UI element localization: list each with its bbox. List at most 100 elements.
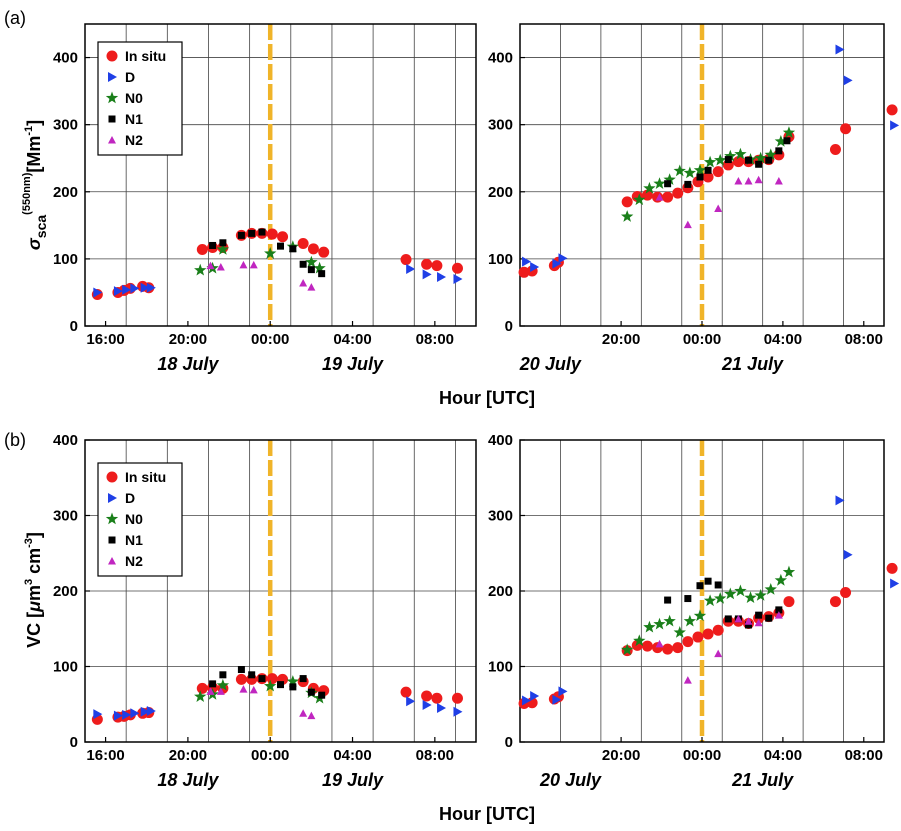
plot-a-right: 0 100 200 300 400 20:00 00:00 04:00 08:00 20 July… [488,23,900,374]
panel-a-ylabel-sup: (550nm) [21,172,33,215]
panel-a-ylabel-unit: [Mm [24,136,44,173]
b-right-series-d [522,495,900,706]
a-left-point-in-situ [307,243,319,255]
b-right-point-d [843,549,853,560]
a-right-point-d [843,75,853,86]
a-left-point-n0 [216,242,230,255]
b-left-point-n2 [249,685,258,694]
a-left-series-n1 [209,228,326,278]
b-right-point-n1 [745,621,753,629]
a-left-xtick-label: 16:00 [86,331,124,348]
a-left-point-n2 [216,262,225,271]
a-right-point-n0 [764,148,777,161]
b-right-point-n0 [693,609,707,622]
b-right-point-in-situ [641,640,653,652]
b-right-point-n1 [775,606,783,614]
a-right-point-d [530,261,540,272]
b-right-point-n2 [774,611,783,619]
panel-a-ylabel-unit-sup: -1 [23,126,35,136]
a-right-point-in-situ [840,123,852,135]
a-right-point-n1 [684,180,692,188]
b-left-point-d [437,703,447,714]
a-right-date-label: 20 July [519,354,582,374]
b-left-point-in-situ [235,673,247,685]
b-left-point-n0 [286,675,300,687]
b-right-point-d [530,690,540,701]
b-right-date-label: 21 July [731,770,794,790]
a-left-point-d [93,287,103,298]
a-right-ytick-label: 0 [505,318,513,335]
a-left-point-in-situ [196,243,208,255]
a-right-point-d [890,120,900,131]
a-right-point-n1 [775,147,783,155]
a-left-point-in-situ [451,262,463,274]
panel-a-xlabel: Hour [UTC] [439,388,535,408]
a-right-xtick-label: 00:00 [683,331,721,348]
b-right-point-n0 [643,620,656,633]
a-right-point-n0 [663,173,676,185]
b-left-point-d [130,708,140,719]
a-left-ytick-label: 100 [53,251,78,268]
a-right-point-n0 [774,134,788,147]
a-left-point-n1 [258,228,266,236]
a-legend-marker [108,72,117,82]
a-right-point-d [552,258,562,269]
a-left-point-d [453,274,463,285]
b-left-date-label: 18 July [157,770,219,790]
panel-b-ylabel: VC [μm3 cm-3] [23,532,44,648]
a-right-point-n2 [655,193,664,201]
b-left-point-n2 [299,709,308,717]
b-right-point-n0 [744,591,757,604]
b-left-point-n2 [216,687,225,695]
legend-a: In situ D N0 N1 N2 [97,41,183,156]
b-right-point-n0 [714,592,727,604]
b-left-xtick-label: 16:00 [86,747,124,764]
a-legend-label: N2 [125,132,143,148]
a-right-ytick-label: 100 [488,251,513,268]
a-left-point-in-situ [266,228,278,240]
b-left-point-d [406,696,416,707]
a-legend-marker [105,91,119,104]
b-left-point-n2 [206,687,215,695]
legend-b: In situ D N0 N1 N2 [97,462,183,577]
a-right-point-in-situ [886,104,898,116]
a-legend-label: N1 [125,111,143,127]
a-left-point-n2 [299,279,308,287]
plot-b-right: 0 100 200 300 400 20:00 00:00 04:00 08:00 20 July… [488,432,900,790]
panel-b-ylabel-mu: μ [24,601,44,613]
b-right-date-label: 20 July [539,770,602,790]
b-right-point-in-situ [712,624,724,636]
b-legend-label: D [125,490,135,506]
a-right-point-n0 [653,177,666,189]
a-right-point-n2 [683,220,692,229]
b-left-xtick-label: 04:00 [333,747,371,764]
b-left-ytick-label: 0 [70,734,78,751]
b-right-point-in-situ [840,587,852,599]
b-right-point-n0 [734,584,747,597]
panel-b-ylabel-sup2: -3 [23,538,35,548]
b-left-point-n0 [194,690,207,702]
b-legend-marker [108,557,116,565]
b-left-point-n1 [277,681,284,689]
b-legend-marker [105,512,119,525]
a-left-xtick-label: 08:00 [416,331,454,348]
panel-a-ylabel-sigma: σ [24,237,44,250]
b-right-point-d [890,578,900,589]
b-right-point-n0 [754,589,767,601]
panel-a: (a) σsca(550nm)[Mm-1] 0 100 200 300 400 16:00… [4,8,900,408]
b-right-ytick-label: 100 [488,659,513,676]
a-left-series-d [93,263,463,298]
a-left-point-d [122,284,132,295]
b-left-point-n0 [216,678,230,691]
a-left-point-d [437,272,447,283]
b-right-point-n0 [683,614,697,627]
b-left-point-d [113,710,123,721]
a-left-point-n0 [305,255,318,268]
a-right-point-in-situ [702,171,714,183]
b-right-ytick-label: 300 [488,508,513,525]
panel-b-ylabel-m: m [24,585,44,601]
a-right-point-in-situ [829,143,841,155]
b-right-point-n0 [673,626,686,638]
panel-b-ylabel-main: VC [ [24,612,44,648]
